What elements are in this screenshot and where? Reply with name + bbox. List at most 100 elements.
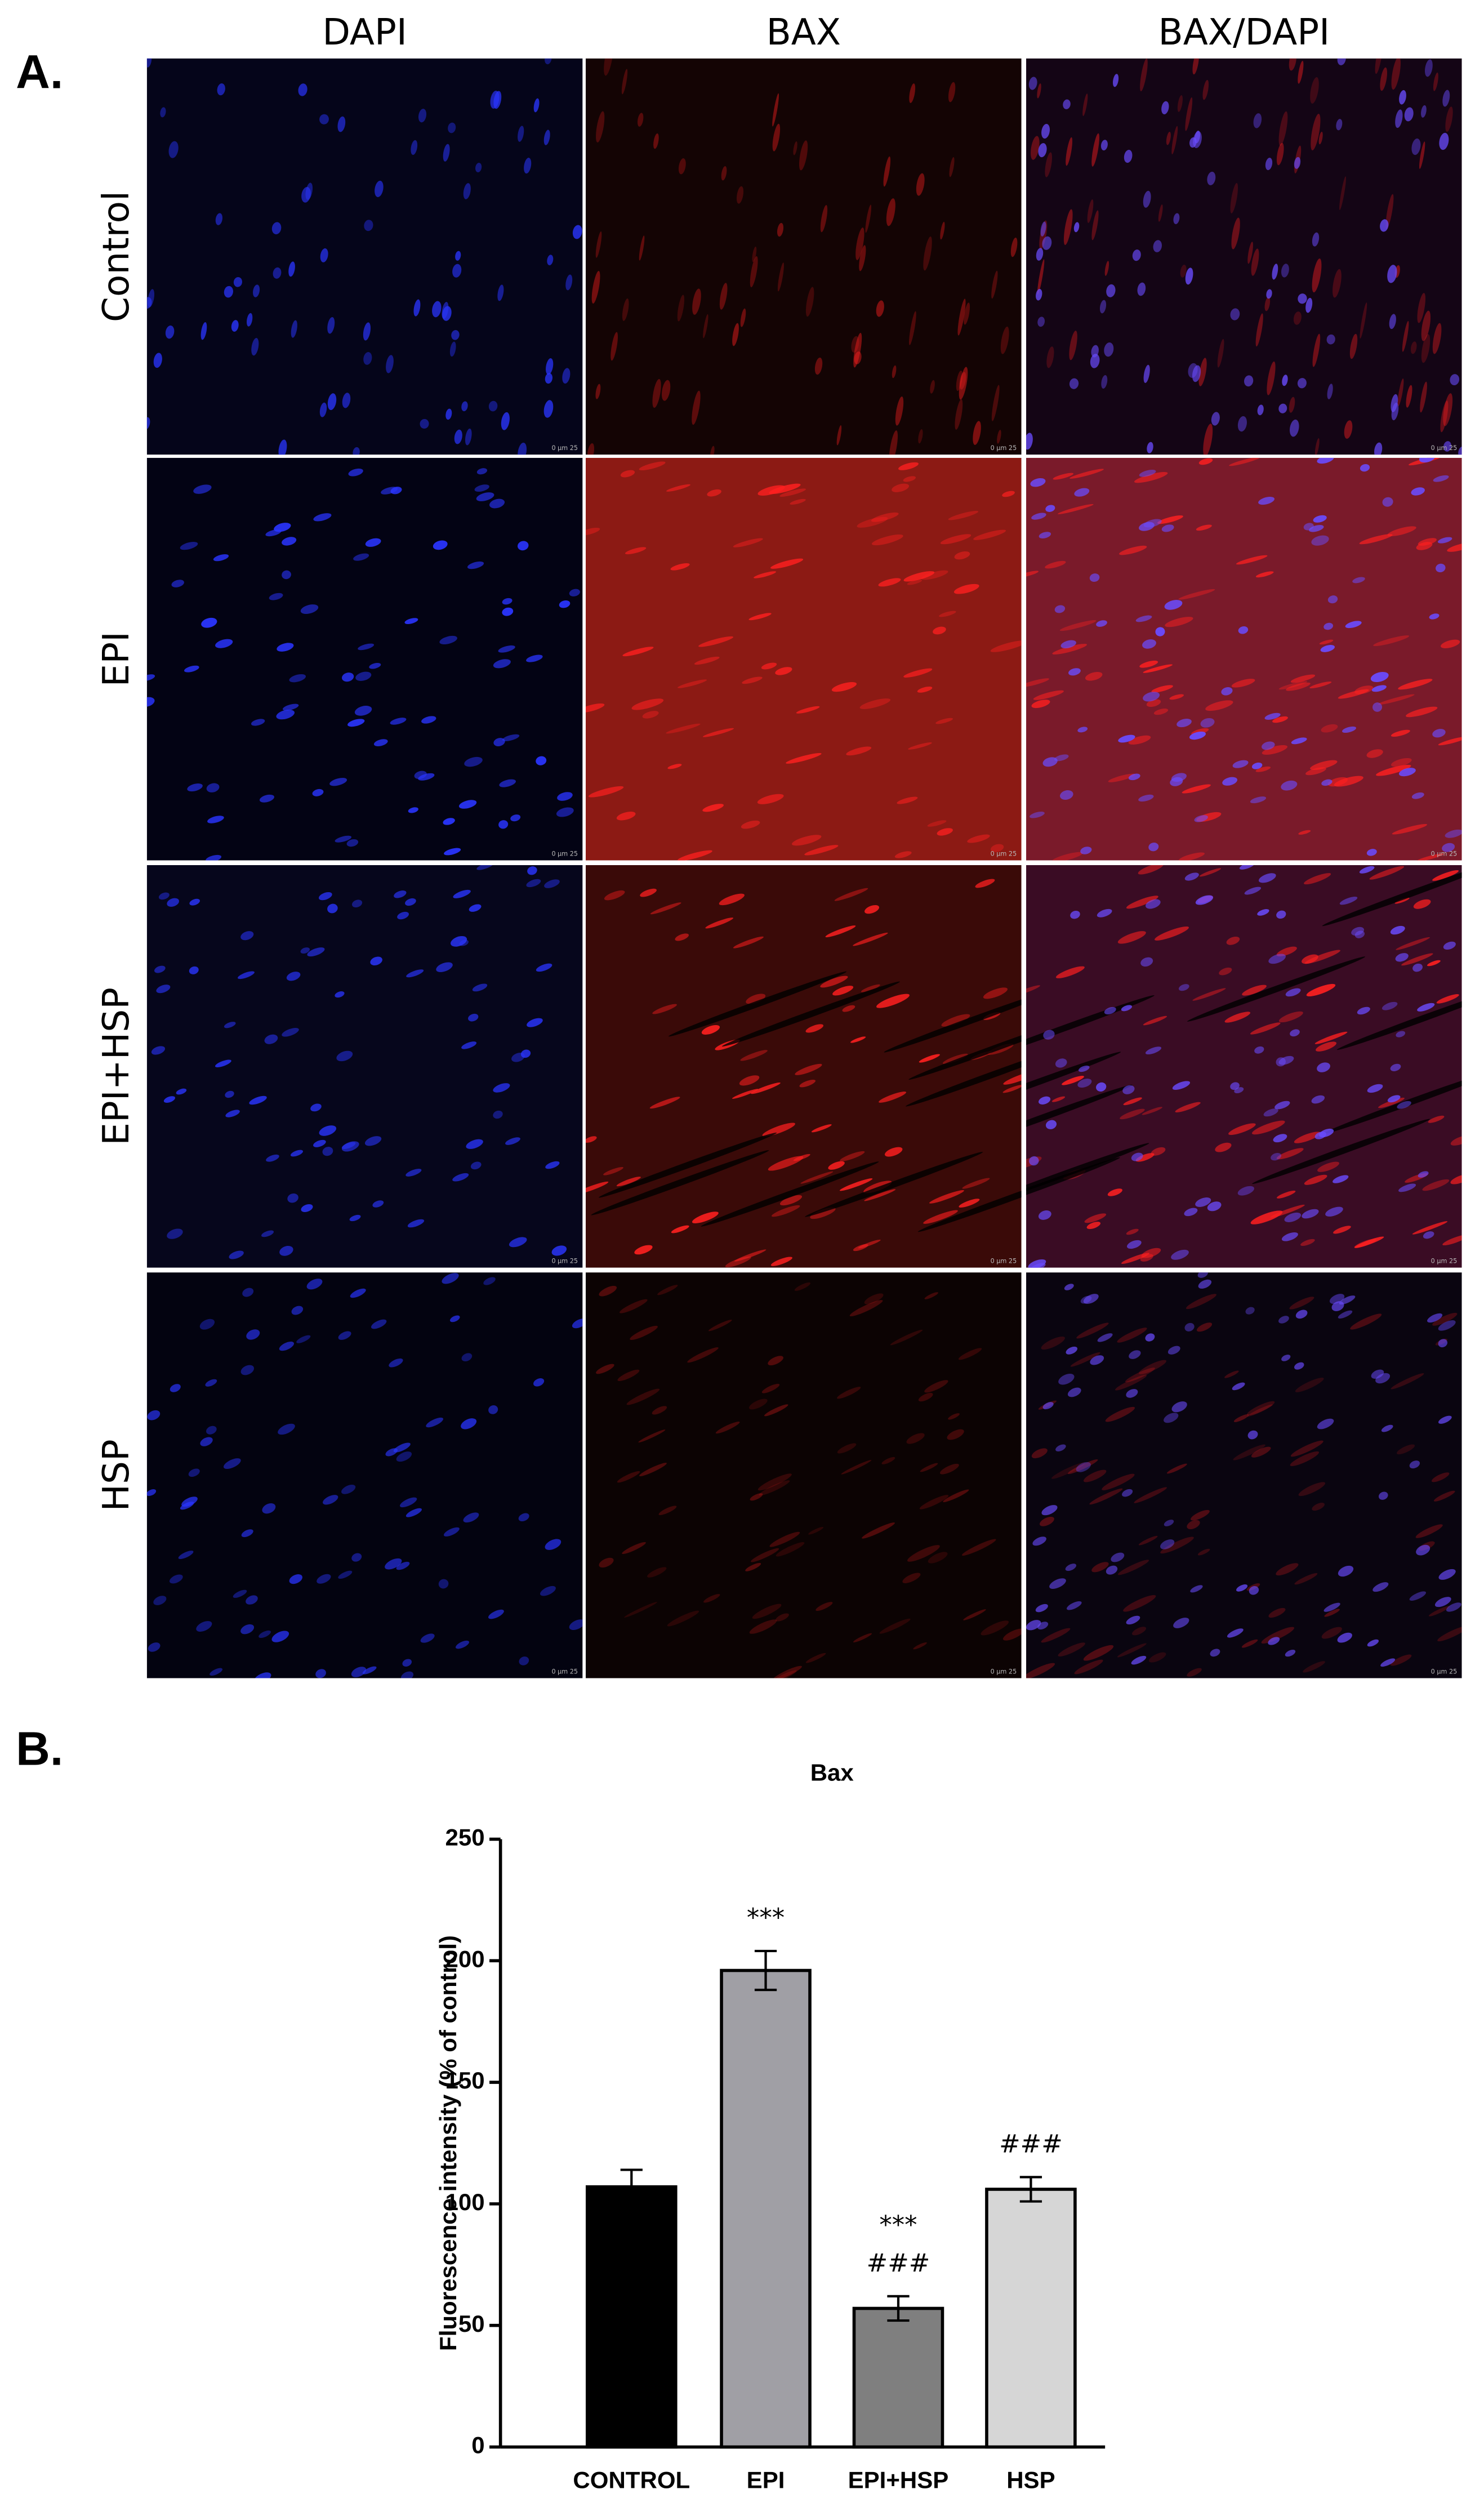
bax-signal (1333, 269, 1342, 298)
bax-signal (1390, 1654, 1412, 1666)
nucleus (526, 654, 543, 662)
bax-signal (754, 571, 777, 578)
bax-signal (650, 902, 681, 915)
nucleus (347, 719, 365, 727)
nucleus (271, 222, 282, 234)
bax-signal (595, 231, 602, 258)
micrograph-content (146, 1272, 583, 1678)
bax-signal (1230, 182, 1238, 213)
bax-signal (1108, 773, 1135, 782)
bax-signal (1175, 1102, 1201, 1112)
nucleus (1207, 171, 1216, 185)
bax-signal (793, 141, 797, 155)
bax-signal (604, 58, 613, 76)
bax-signal (1229, 457, 1260, 466)
nucleus (1112, 74, 1119, 87)
bax-signal (678, 850, 712, 861)
bax-signal (958, 1348, 982, 1360)
nucleus (301, 186, 311, 203)
micrograph-content (146, 865, 583, 1268)
bax-signal (839, 1151, 865, 1162)
y-tick-label: 250 (445, 1824, 484, 1851)
bax-signal (1314, 1031, 1348, 1044)
bax-signal (1153, 708, 1169, 715)
bar (586, 2185, 678, 2449)
bax-signal (1406, 385, 1412, 408)
nucleus (148, 289, 155, 308)
nucleus (483, 1277, 496, 1285)
bax-signal (1387, 526, 1416, 537)
micrograph-content (586, 457, 1022, 861)
bax-signal (721, 166, 727, 181)
nucleus (1237, 416, 1247, 432)
bax-signal (1397, 378, 1404, 407)
nucleus (1030, 478, 1046, 487)
nucleus (153, 1596, 167, 1605)
micrograph-content (146, 58, 583, 455)
nucleus (206, 1426, 217, 1435)
bax-signal (1417, 293, 1426, 323)
nucleus (1080, 847, 1092, 854)
bax-signal (1310, 77, 1319, 104)
nucleus (1164, 1520, 1174, 1526)
nucleus (470, 1161, 482, 1170)
nucleus (493, 738, 505, 746)
nucleus (1438, 1320, 1456, 1331)
bax-signal (1261, 1627, 1295, 1644)
nucleus (1336, 119, 1343, 131)
tissue-gap (669, 971, 847, 1037)
nucleus (1068, 668, 1081, 676)
nucleus (1026, 1620, 1041, 1631)
nucleus (1263, 1108, 1278, 1117)
nucleus (1080, 1295, 1092, 1304)
bax-signal (748, 1399, 768, 1410)
nucleus (1173, 213, 1180, 224)
nucleus (493, 1083, 510, 1093)
bax-signal (1406, 706, 1438, 718)
nucleus (1326, 334, 1335, 345)
nucleus (443, 1527, 460, 1537)
nucleus (1045, 1120, 1057, 1129)
bax-signal (703, 1594, 720, 1603)
nucleus (317, 1574, 331, 1584)
nucleus (205, 854, 222, 861)
nucleus (1345, 621, 1362, 629)
bax-signal (1134, 472, 1168, 483)
nucleus (167, 1228, 183, 1239)
nucleus (323, 1495, 338, 1505)
nucleus (1442, 90, 1450, 107)
nucleus (273, 267, 282, 279)
nucleus (1272, 264, 1278, 280)
nucleus (1041, 123, 1050, 139)
bax-signal (1126, 896, 1158, 909)
nucleus (390, 718, 407, 725)
nucleus (146, 697, 155, 707)
bax-signal (1231, 217, 1240, 250)
nucleus (279, 1245, 293, 1256)
nucleus (1195, 895, 1214, 905)
nucleus (509, 1237, 527, 1248)
nucleus (1381, 1424, 1393, 1432)
bax-signal (1157, 515, 1183, 524)
bar (852, 2306, 944, 2449)
bax-signal (1304, 873, 1331, 885)
nucleus (458, 800, 477, 809)
bax-signal (920, 1463, 938, 1472)
micrograph: 0 μm 25 (1026, 865, 1462, 1268)
nucleus (291, 320, 297, 338)
nucleus (1032, 1537, 1046, 1546)
error-bar (620, 2168, 643, 2205)
tissue-gap (721, 981, 901, 1047)
nucleus (1041, 1505, 1058, 1516)
bax-signal (1002, 1085, 1022, 1093)
bax-signal (1026, 985, 1040, 996)
bax-signal (956, 370, 963, 391)
bax-signal (666, 723, 701, 734)
bax-signal (1158, 204, 1163, 222)
nucleus (193, 484, 212, 494)
bax-signal (871, 512, 899, 522)
nucleus (363, 352, 372, 365)
bax-signal (1321, 1627, 1342, 1639)
nucleus (154, 965, 166, 973)
bax-signal (913, 1642, 927, 1650)
